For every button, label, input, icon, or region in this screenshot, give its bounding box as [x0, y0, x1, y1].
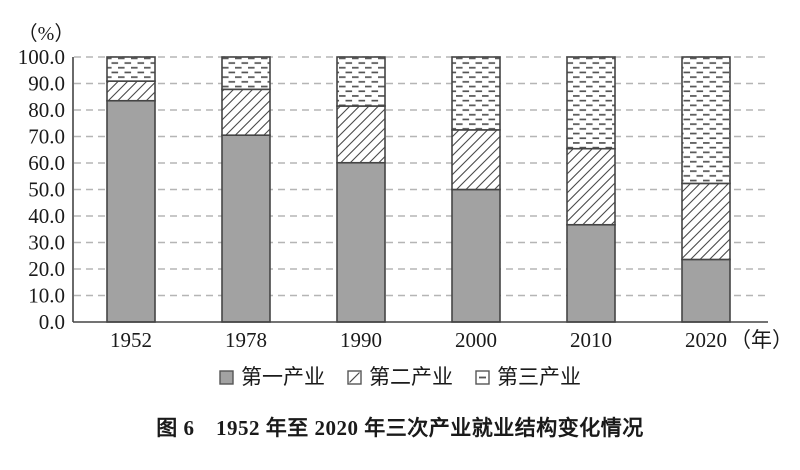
- bar-segment-2020: [681, 182, 731, 261]
- bar-segment-1978: [221, 88, 271, 136]
- bar-segment-2020: [681, 56, 731, 185]
- y-tick-label: 80.0: [28, 98, 65, 122]
- bar-segment-2010: [566, 56, 616, 150]
- dash-hatch-swatch-icon: [475, 369, 490, 385]
- figure-caption: 图 6 1952 年至 2020 年三次产业就业结构变化情况: [156, 416, 644, 440]
- gridlines: [74, 56, 768, 297]
- bar-segment-1978: [221, 56, 271, 91]
- y-tick-label: 90.0: [28, 72, 65, 96]
- bar-segment-1990: [336, 105, 386, 164]
- bar-segment-2010: [566, 223, 616, 323]
- bar-segment-1978: [221, 134, 271, 323]
- y-tick-label: 100.0: [18, 45, 65, 69]
- y-tick-label: 70.0: [28, 125, 65, 149]
- axis-labels: 1952 1978 1990 2000 2010 2020 （年） 0.010.0 20.030…: [18, 22, 793, 352]
- x-tick-label: 1978: [225, 328, 267, 352]
- legend-item-primary: 第一产业: [219, 364, 325, 389]
- bars: [106, 56, 731, 323]
- solid-gray-swatch-icon: [219, 369, 234, 385]
- legend-label-secondary: 第二产业: [369, 364, 453, 389]
- bar-segment-1952: [106, 56, 156, 82]
- x-tick-label: 2010: [570, 328, 612, 352]
- x-tick-label: 1952: [110, 328, 152, 352]
- bar-segment-2020: [681, 258, 731, 323]
- bar-segment-2000: [451, 188, 501, 323]
- y-tick-label: 50.0: [28, 178, 65, 202]
- y-tick-label: 20.0: [28, 257, 65, 281]
- y-tick-label: 60.0: [28, 151, 65, 175]
- bar-segment-1952: [106, 99, 156, 323]
- x-axis-unit-label: （年）: [730, 328, 793, 352]
- bar-segment-2000: [451, 56, 501, 131]
- x-tick-label: 2000: [455, 328, 497, 352]
- legend-item-tertiary: 第三产业: [475, 364, 581, 389]
- chart-canvas: 1952 1978 1990 2000 2010 2020 （年） 0.010.0 20.030…: [18, 22, 793, 352]
- bar-segment-1952: [106, 80, 156, 102]
- diagonal-hatch-swatch-icon: [347, 369, 362, 385]
- bar-segment-2010: [566, 147, 616, 226]
- y-tick-label: 10.0: [28, 284, 65, 308]
- y-tick-label: 0.0: [39, 310, 65, 334]
- legend-item-secondary: 第二产业: [347, 364, 453, 389]
- x-tick-label: 1990: [340, 328, 382, 352]
- y-tick-label: 30.0: [28, 231, 65, 255]
- bar-segment-1990: [336, 161, 386, 323]
- y-axis-unit-label: （%）: [18, 22, 75, 45]
- bar-segment-2000: [451, 129, 501, 191]
- axes: [72, 57, 768, 323]
- x-tick-label: 2020: [685, 328, 727, 352]
- legend: 第一产业 第二产业 第三产业: [0, 356, 800, 398]
- y-tick-label: 40.0: [28, 204, 65, 228]
- legend-label-primary: 第一产业: [241, 364, 325, 389]
- stacked-bar-chart: 1952 1978 1990 2000 2010 2020 （年） 0.0 10.0 20.0 30…: [18, 22, 793, 352]
- legend-label-tertiary: 第三产业: [497, 364, 581, 389]
- bar-segment-1990: [336, 56, 386, 107]
